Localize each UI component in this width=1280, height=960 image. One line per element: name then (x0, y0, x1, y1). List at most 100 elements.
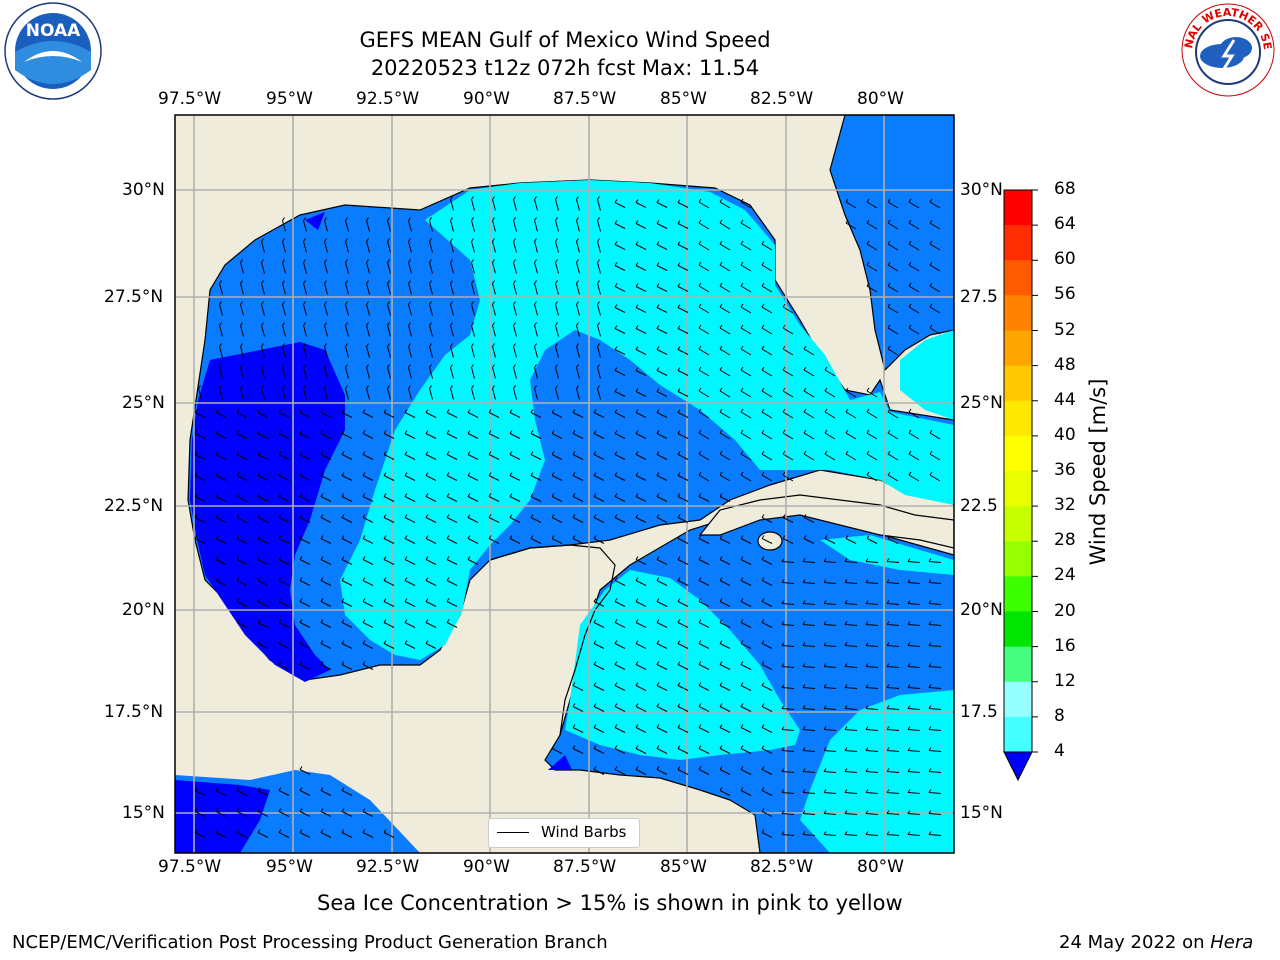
wind-barb (677, 349, 689, 355)
wind-barb (656, 286, 668, 292)
wind-barb (845, 453, 857, 461)
wind-barb-flag (513, 343, 516, 347)
wind-barb (362, 433, 374, 439)
wind-barb (677, 307, 689, 313)
wind-barb (698, 369, 710, 377)
wind-barb-flag (383, 535, 387, 539)
wind-barb-flag (928, 747, 932, 751)
wind-barb-flag (698, 577, 702, 581)
wind-barb (740, 390, 752, 398)
wind-barb-flag (740, 429, 744, 434)
wind-barb (761, 474, 773, 482)
wind-barb (844, 708, 858, 710)
wind-barb (866, 432, 878, 440)
wind-barb-flag (341, 409, 345, 413)
wind-barb-flag (215, 535, 219, 539)
wind-barb (823, 834, 837, 836)
wind-barb (341, 790, 353, 796)
wind-barb-flag (492, 385, 495, 389)
wind-barb-flag (534, 385, 537, 389)
colorbar-tick-label: 28 (1054, 530, 1076, 551)
wind-barb (534, 241, 538, 253)
wind-barb-flag (719, 661, 723, 665)
wind-barb (656, 769, 668, 775)
wind-barb-flag (698, 261, 702, 266)
wind-barb-flag (341, 829, 345, 833)
wind-barb-flag (593, 619, 597, 623)
wind-barb (299, 538, 311, 544)
wind-barb-flag (572, 430, 576, 434)
wind-barb (555, 262, 559, 274)
wind-barb-flag (299, 451, 303, 455)
wind-barb-flag (886, 621, 890, 625)
wind-barb-flag (802, 789, 806, 793)
wind-barb (635, 727, 647, 733)
wind-barb (823, 666, 837, 668)
wind-barb (593, 433, 605, 439)
wind-barb-flag (425, 619, 429, 623)
wind-barb-flag (908, 219, 912, 224)
wind-barb-flag (320, 430, 324, 434)
wind-barb-flag (614, 304, 618, 308)
colorbar-tick-label: 4 (1054, 741, 1065, 761)
wind-barb-flag (450, 259, 453, 263)
wind-barb (257, 601, 269, 607)
wind-barb-flag (383, 556, 387, 560)
wind-barb-flag (341, 535, 345, 539)
wind-barb-flag (761, 345, 765, 350)
wind-barb-flag (781, 810, 785, 814)
wind-barb-flag (677, 493, 681, 497)
wind-barb-flag (635, 598, 639, 602)
wind-barb (408, 346, 412, 358)
wind-barb-flag (908, 450, 912, 455)
wind-barb-flag (450, 238, 453, 242)
wind-barb (719, 622, 731, 628)
wind-barb (320, 538, 332, 544)
wind-barb-flag (551, 745, 555, 749)
wind-barb-flag (803, 387, 807, 392)
colorbar-segment (1004, 330, 1032, 367)
wind-barb-flag (907, 726, 911, 730)
wind-barb-flag (303, 364, 306, 368)
wind-barb (488, 412, 500, 418)
wind-barb-flag (866, 471, 870, 476)
wind-barb-flag (383, 430, 387, 434)
wind-barb-flag (278, 598, 282, 602)
wind-barb-flag (740, 766, 744, 770)
wind-barb-flag (929, 324, 933, 329)
colorbar-tick-label: 12 (1054, 670, 1076, 691)
wind-barb-flag (761, 240, 765, 245)
wind-barb-flag (677, 367, 681, 371)
wind-barb-flag (425, 577, 429, 581)
wind-barb-flag (740, 198, 744, 203)
wind-barb (593, 475, 605, 481)
wind-barb-flag (908, 303, 912, 308)
wind-barb-flag (719, 703, 723, 707)
wind-barb (928, 582, 942, 584)
wind-barb-flag (324, 280, 327, 284)
wind-barb-flag (303, 343, 306, 347)
wind-barb-flag (907, 789, 911, 793)
wind-barb (802, 687, 816, 689)
wind-barb-flag (530, 514, 534, 518)
wind-barb (236, 517, 248, 523)
chart-title: GEFS MEAN Gulf of Mexico Wind Speed (359, 28, 771, 52)
wind-barb (488, 496, 500, 502)
wind-barb-flag (761, 282, 765, 287)
honduras-band-0-4 (548, 755, 572, 770)
wind-barb (698, 327, 710, 335)
wind-barb-flag (387, 259, 390, 263)
wind-barb-flag (614, 619, 618, 623)
wind-barb-flag (698, 745, 702, 749)
wind-barb (635, 244, 647, 250)
wind-barb-flag (261, 385, 264, 389)
wind-barb-flag (740, 240, 744, 245)
wind-barb (572, 748, 584, 754)
wind-barb (408, 220, 412, 232)
wind-barb-flag (467, 535, 471, 539)
wind-barb (802, 603, 816, 605)
wind-barb-flag (635, 703, 639, 707)
wind-barb (408, 262, 412, 274)
wind-barb (408, 283, 412, 295)
colorbar-tick-label: 68 (1054, 179, 1076, 199)
